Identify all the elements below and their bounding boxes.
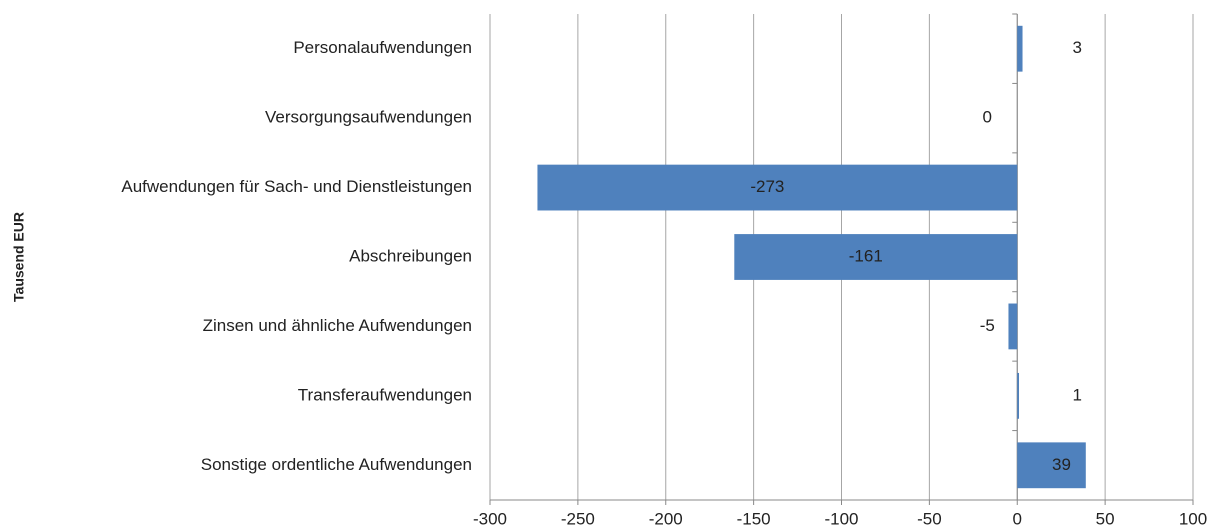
data-label: 3 <box>1073 38 1082 57</box>
data-label: -5 <box>980 316 995 335</box>
y-tick-label: Versorgungsaufwendungen <box>265 108 472 127</box>
x-tick-label: -200 <box>649 509 683 528</box>
data-label: 39 <box>1052 455 1071 474</box>
x-tick-label: -300 <box>473 509 507 528</box>
y-tick-label: Abschreibungen <box>349 246 472 265</box>
data-label: 0 <box>983 108 992 127</box>
bar <box>537 164 1018 211</box>
bar <box>1017 25 1023 72</box>
data-label: -161 <box>849 246 883 265</box>
y-tick-label: Sonstige ordentliche Aufwendungen <box>201 455 472 474</box>
x-tick-label: 0 <box>1013 509 1022 528</box>
bar <box>1008 303 1018 350</box>
x-tick-label: -150 <box>737 509 771 528</box>
x-tick-label: 50 <box>1096 509 1115 528</box>
x-tick-label: -250 <box>561 509 595 528</box>
data-label: -273 <box>750 177 784 196</box>
y-tick-label: Transferaufwendungen <box>298 385 472 404</box>
y-tick-label: Personalaufwendungen <box>293 38 472 57</box>
x-tick-label: 100 <box>1179 509 1207 528</box>
y-tick-label: Zinsen und ähnliche Aufwendungen <box>203 316 472 335</box>
bar <box>734 234 1018 280</box>
y-axis-label: Tausend EUR <box>11 212 27 302</box>
bar <box>1017 442 1086 489</box>
x-tick-label: -50 <box>917 509 942 528</box>
bar <box>1017 372 1020 419</box>
data-label: 1 <box>1073 385 1082 404</box>
x-tick-label: -100 <box>824 509 858 528</box>
y-tick-label: Aufwendungen für Sach- und Dienstleistun… <box>121 177 472 196</box>
